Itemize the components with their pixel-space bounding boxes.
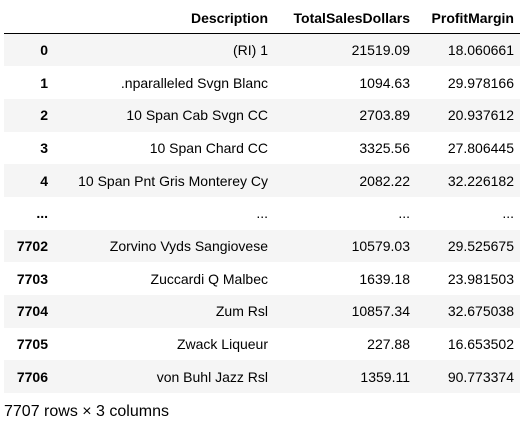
description-cell: Zuccardi Q Malbec <box>150 270 268 287</box>
table-row: 7706 von Buhl Jazz Rsl 1359.11 90.773374 <box>4 360 520 394</box>
profit-margin-cell: 32.675038 <box>447 303 514 320</box>
row-index: 7704 <box>16 303 48 320</box>
description-cell: von Buhl Jazz Rsl <box>156 368 268 385</box>
description-cell: 10 Span Cab Svgn CC <box>126 107 268 124</box>
profit-margin-cell: 18.060661 <box>447 42 514 59</box>
row-index: 7705 <box>16 336 48 353</box>
dataframe-output: Description TotalSalesDollars ProfitMarg… <box>4 2 520 394</box>
description-cell: Zorvino Vyds Sangiovese <box>109 237 268 254</box>
total-sales-dollars-cell: 10857.34 <box>351 303 410 320</box>
profit-margin-cell: 27.806445 <box>447 139 514 156</box>
total-sales-dollars-cell: 21519.09 <box>351 42 410 59</box>
total-sales-dollars-cell: 1094.63 <box>359 74 410 91</box>
row-index: 7702 <box>16 237 48 254</box>
total-sales-dollars-cell: 2082.22 <box>359 172 410 189</box>
index-header <box>4 2 54 34</box>
profit-margin-cell: 23.981503 <box>447 270 514 287</box>
profit-margin-cell: 29.525675 <box>447 237 514 254</box>
table-row: 2 10 Span Cab Svgn CC 2703.89 20.937612 <box>4 98 520 132</box>
profit-margin-cell: ... <box>502 205 514 222</box>
table-row: 3 10 Span Chard CC 3325.56 27.806445 <box>4 131 520 165</box>
description-cell: Zum Rsl <box>215 303 268 320</box>
row-index: 7706 <box>16 368 48 385</box>
total-sales-dollars-cell: 1359.11 <box>360 368 410 385</box>
table-row: 1 .nparalleled Svgn Blanc 1094.63 29.978166 <box>4 66 520 99</box>
description-cell: 10 Span Pnt Gris Monterey Cy <box>78 172 268 189</box>
description-cell: ... <box>256 205 268 222</box>
profit-margin-cell: 90.773374 <box>447 368 514 385</box>
description-cell: .nparalleled Svgn Blanc <box>120 74 268 91</box>
profit-margin-cell: 29.978166 <box>447 74 514 91</box>
table-body: 0 (RI) 1 21519.09 18.060661 1 .nparalleled Sv… <box>4 33 520 394</box>
description-cell: 10 Span Chard CC <box>149 139 268 156</box>
total-sales-dollars-cell: 227.88 <box>367 336 410 353</box>
column-header-profit-margin: ProfitMargin <box>416 2 520 34</box>
column-header-description: Description <box>54 2 274 34</box>
ellipsis-row: ............ <box>4 196 520 230</box>
table-row: 7703 Zuccardi Q Malbec 1639.18 23.981503 <box>4 262 520 295</box>
dataframe-shape-text: 7707 rows × 3 columns <box>4 403 169 420</box>
column-header-total-sales-dollars: TotalSalesDollars <box>274 2 416 34</box>
profit-margin-cell: 16.653502 <box>447 336 514 353</box>
profit-margin-cell: 32.226182 <box>447 172 514 189</box>
description-cell: (RI) 1 <box>233 42 268 59</box>
table-row: 4 10 Span Pnt Gris Monterey Cy 2082.22 32.2… <box>4 164 520 197</box>
description-cell: Zwack Liqueur <box>176 336 268 353</box>
total-sales-dollars-cell: ... <box>398 205 410 222</box>
header-row: Description TotalSalesDollars ProfitMarg… <box>4 2 520 34</box>
profit-margin-cell: 20.937612 <box>447 107 514 124</box>
row-index: 0 <box>40 42 48 59</box>
row-index: ... <box>36 205 48 222</box>
row-index: 3 <box>40 139 48 156</box>
table-row: 7702 Zorvino Vyds Sangiovese 10579.03 29.52… <box>4 229 520 263</box>
table-row: 0 (RI) 1 21519.09 18.060661 <box>4 33 520 67</box>
total-sales-dollars-cell: 2703.89 <box>359 107 410 124</box>
row-index: 7703 <box>16 270 48 287</box>
total-sales-dollars-cell: 3325.56 <box>359 139 410 156</box>
total-sales-dollars-cell: 1639.18 <box>359 270 410 287</box>
total-sales-dollars-cell: 10579.03 <box>351 237 410 254</box>
table-row: 7705 Zwack Liqueur 227.88 16.653502 <box>4 327 520 361</box>
row-index: 1 <box>40 74 48 91</box>
table-row: 7704 Zum Rsl 10857.34 32.675038 <box>4 295 520 328</box>
table-header: Description TotalSalesDollars ProfitMarg… <box>4 2 520 34</box>
row-index: 2 <box>40 107 48 124</box>
row-index: 4 <box>40 172 48 189</box>
dataframe-table: Description TotalSalesDollars ProfitMarg… <box>4 2 520 394</box>
